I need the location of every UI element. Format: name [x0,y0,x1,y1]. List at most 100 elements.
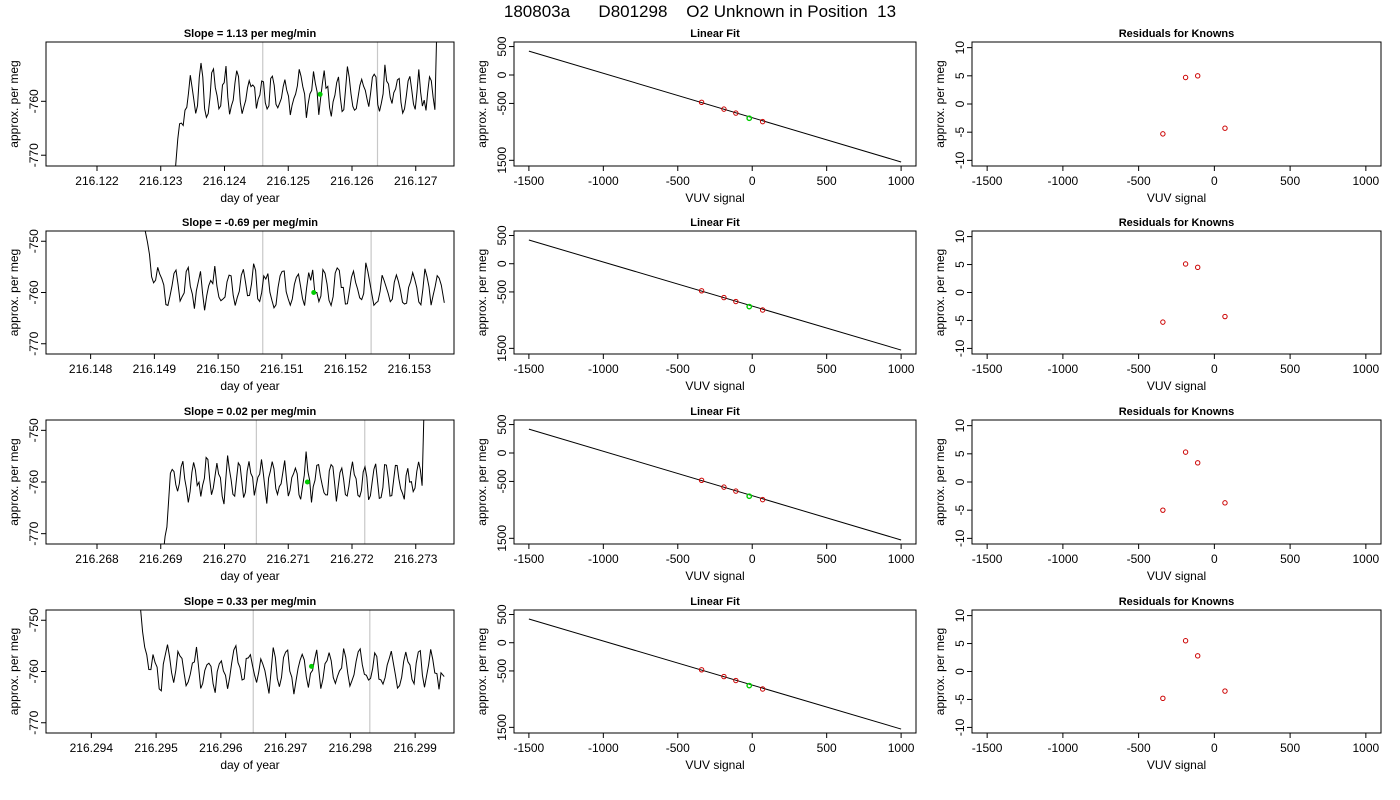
panel-title: Linear Fit [690,596,740,608]
y-tick-label: -10 [953,339,967,357]
fit-line [528,50,902,163]
plot-frame [513,419,917,545]
y-tick-label: -750 [27,608,41,632]
y-axis-label: approx. per meg [933,438,947,525]
x-tick-label: -500 [666,741,690,755]
known-point [733,677,739,684]
y-tick-label: -770 [27,710,41,734]
y-tick-label: 5 [953,640,967,647]
plot-frame [513,230,917,355]
panel-r4-resid: Residuals for Knowns -1500 -1000 -500 0 500 10… [933,596,1382,772]
x-tick-label: 500 [817,741,837,755]
x-tick-label: 500 [817,552,837,566]
known-point [733,488,739,494]
known-point [733,298,739,305]
panel-title: Residuals for Knowns [1119,217,1235,229]
x-tick-label: -1000 [1048,174,1079,188]
y-tick-label: -500 [495,469,509,493]
x-tick-label: 216.151 [260,362,304,376]
x-tick-label: 216.270 [203,552,247,566]
panel-r3-fit: Linear Fit -1500 -1000 -500 0 500 1000 1500 -500… [475,406,917,583]
y-axis-label: approx. per meg [475,438,489,525]
y-axis-label: approx. per meg [7,628,21,715]
panel-title: Residuals for Knowns [1119,28,1235,40]
y-axis-label: approx. per meg [7,249,21,336]
panel-r1-fit: Linear Fit -1500 -1000 -500 0 500 1000 1500 -500… [475,28,917,205]
x-tick-label: 500 [1280,362,1300,376]
x-axis-label: VUV signal [1147,758,1206,772]
y-tick-label: 0 [953,289,967,296]
known-point [1222,500,1228,506]
y-tick-label: -770 [27,331,41,355]
known-point [1160,695,1166,702]
y-tick-label: 1500 [495,714,509,741]
x-tick-label: 500 [1280,741,1300,755]
x-tick-label: 216.272 [330,552,374,566]
x-tick-label: 1000 [1353,741,1380,755]
y-tick-label: 10 [953,230,967,244]
unknown-marker [311,290,317,295]
x-tick-label: 216.125 [267,174,311,188]
fit-line [528,239,902,351]
known-point [698,99,705,105]
x-tick-label: 1000 [1353,174,1380,188]
x-tick-label: -1000 [588,552,619,566]
x-axis-label: day of year [220,758,279,772]
x-tick-label: 216.298 [329,741,373,755]
plot-area [175,42,437,166]
known-point [759,307,766,313]
plot-frame [971,609,1382,734]
x-tick-label: -1000 [588,174,619,188]
y-tick-label: 1500 [495,525,509,552]
y-tick-label: -5 [953,694,967,705]
y-tick-label: -10 [953,718,967,736]
x-tick-label: -500 [1127,174,1151,188]
unknown-marker [317,91,323,97]
figure-title: 180803a D801298 O2 Unknown in Position 1… [503,2,897,21]
known-point [1195,73,1201,79]
x-tick-label: 216.126 [330,174,374,188]
y-tick-label: 5 [953,261,967,268]
plot-frame [513,41,917,167]
x-tick-label: 216.127 [394,174,438,188]
x-tick-label: 1000 [888,174,915,188]
unknown-marker [746,493,753,500]
panel-title: Linear Fit [690,217,740,229]
known-point [759,496,766,503]
x-tick-label: 216.148 [69,362,113,376]
unknown-marker [746,682,753,689]
y-tick-label: -10 [953,151,967,169]
x-tick-label: -1000 [1048,552,1079,566]
x-tick-label: 216.152 [324,362,368,376]
known-point [721,484,727,490]
y-axis-label: approx. per meg [933,628,947,715]
x-tick-label: 0 [749,362,756,376]
y-axis-label: approx. per meg [475,628,489,715]
y-tick-label: -10 [953,529,967,547]
x-tick-label: 1000 [888,362,915,376]
plot-area [528,50,902,163]
y-tick-label: -5 [953,127,967,138]
panel-title: Slope = -0.69 per meg/min [182,217,318,229]
plot-frame [971,230,1382,355]
y-tick-label: -500 [495,91,509,115]
x-tick-label: -500 [1127,741,1151,755]
x-tick-label: -1500 [972,362,1003,376]
x-axis-label: VUV signal [1147,569,1206,583]
x-tick-label: -500 [1127,552,1151,566]
plot-area [1160,73,1228,137]
y-tick-label: -500 [495,280,509,304]
x-tick-label: -1500 [514,741,545,755]
y-tick-label: 1500 [495,335,509,362]
plot-area [1160,449,1228,513]
x-axis-label: day of year [220,379,279,393]
known-point [733,110,739,116]
x-tick-label: 216.297 [264,741,308,755]
y-axis-label: approx. per meg [7,60,21,147]
panel-title: Slope = 0.33 per meg/min [184,596,317,608]
known-point [721,673,727,680]
x-tick-label: 216.123 [139,174,183,188]
y-tick-label: -760 [27,89,41,113]
y-tick-label: 10 [953,41,967,55]
